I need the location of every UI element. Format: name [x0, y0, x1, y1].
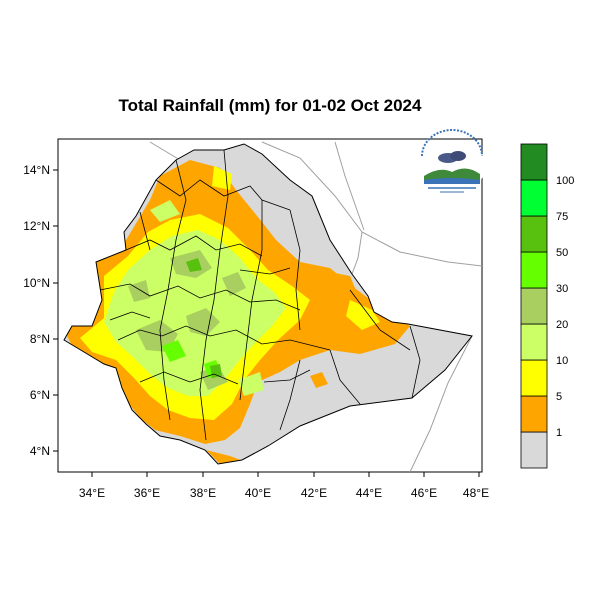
y-tick-labels: 14°N 12°N 10°N 8°N 6°N 4°N [23, 163, 50, 458]
legend-label: 75 [556, 211, 568, 223]
y-tick-label: 8°N [30, 332, 50, 346]
x-tick-label: 48°E [463, 486, 489, 500]
y-tick-label: 14°N [23, 163, 50, 177]
neighbor-borders [149, 141, 483, 473]
y-tick-label: 10°N [23, 276, 50, 290]
legend-label: 50 [556, 247, 568, 259]
axis-ticks [53, 169, 480, 477]
legend-label: 10 [556, 355, 568, 367]
legend-label: 30 [556, 283, 568, 295]
legend-label: 100 [556, 175, 574, 187]
legend-label: 5 [556, 391, 562, 403]
y-tick-label: 12°N [23, 219, 50, 233]
x-tick-label: 42°E [301, 486, 327, 500]
legend-swatch-30-50 [520, 251, 548, 289]
admin-boundaries [99, 149, 421, 441]
legend-swatch-75-100 [520, 179, 548, 217]
map-title: Total Rainfall (mm) for 01-02 Oct 2024 [118, 96, 422, 115]
x-tick-label: 40°E [245, 486, 271, 500]
x-tick-label: 36°E [134, 486, 160, 500]
legend-swatch-10-20 [520, 323, 548, 361]
legend-swatch-none [520, 431, 548, 469]
legend-swatch-50-75 [520, 215, 548, 253]
x-tick-label: 34°E [79, 486, 105, 500]
rainfall-field [63, 143, 473, 465]
legend-label: 1 [556, 427, 562, 439]
x-tick-labels: 34°E 36°E 38°E 40°E 42°E 44°E 46°E 48°E [79, 486, 489, 500]
x-tick-label: 38°E [190, 486, 216, 500]
legend-swatch-20-30 [520, 287, 548, 325]
y-tick-label: 4°N [30, 444, 50, 458]
x-tick-label: 46°E [411, 486, 437, 500]
legend: 1 5 10 20 30 50 75 100 [520, 143, 574, 469]
legend-swatch-100-plus [520, 143, 548, 181]
legend-swatch-5-10 [520, 359, 548, 397]
ethiopian-meteorology-institute-logo [418, 129, 486, 193]
legend-swatch-1-5 [520, 395, 548, 433]
legend-label: 20 [556, 319, 568, 331]
x-tick-label: 44°E [356, 486, 382, 500]
y-tick-label: 6°N [30, 388, 50, 402]
